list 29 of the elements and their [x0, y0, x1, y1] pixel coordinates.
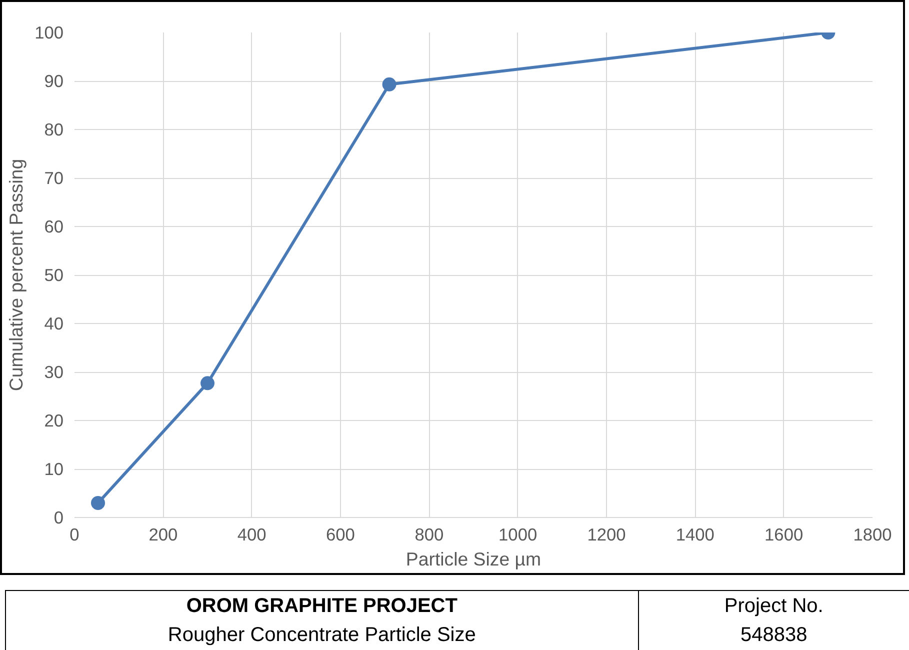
x-tick-label: 1800 [853, 524, 892, 544]
x-tick-label: 1600 [764, 524, 804, 544]
y-tick-label: 90 [44, 71, 64, 91]
y-tick-label: 80 [44, 120, 64, 140]
y-tick-label: 40 [44, 314, 64, 334]
y-tick-label: 100 [34, 22, 64, 42]
point [200, 376, 214, 390]
x-tick-label: 600 [326, 524, 355, 544]
y-axis-title: Cumulative percent Passing [6, 158, 27, 392]
y-tick-label: 70 [44, 168, 64, 188]
y-tick-label: 10 [44, 459, 64, 479]
point [90, 496, 105, 510]
text: OROM GRAPHITE PROJECT [186, 595, 458, 617]
x-tick-label: 400 [237, 524, 266, 544]
x-tick-label: 800 [414, 524, 444, 544]
y-tick-label: 50 [44, 265, 64, 285]
x-tick-label: 200 [148, 524, 178, 544]
x-tick-label: 1200 [587, 524, 626, 544]
text: Rougher Concentrate Particle Size [168, 624, 476, 646]
y-tick-label: 0 [54, 508, 64, 528]
y-tick-label: 30 [44, 362, 64, 382]
point [382, 77, 396, 92]
y-tick-label: 20 [44, 410, 64, 430]
x-tick-label: 1000 [498, 524, 538, 544]
x-tick-label: 0 [70, 524, 80, 544]
x-axis-title: Particle Size µm [406, 548, 542, 570]
x-tick-label: 1400 [676, 524, 714, 544]
text: Project No. 548838 [638, 590, 909, 650]
y-tick-label: 60 [44, 216, 64, 236]
